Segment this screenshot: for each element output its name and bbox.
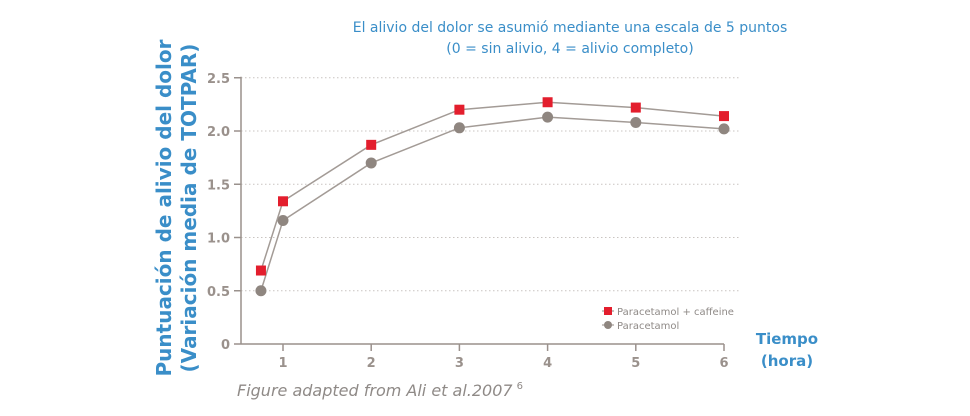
- legend-square-icon: [604, 307, 612, 315]
- axes: 0 0.5 1.0 1.5 2.0 2.5 1 2 3 4 5 6: [207, 72, 729, 371]
- x-axis-label: Tiempo (hora): [752, 328, 822, 372]
- x-tick-label: 2: [367, 356, 376, 371]
- square-marker: [255, 265, 266, 276]
- square-marker: [542, 97, 553, 108]
- legend: Paracetamol + caffeine Paracetamol: [602, 307, 734, 332]
- circle-marker: [255, 285, 267, 297]
- square-marker: [719, 111, 729, 122]
- caption-text: Figure adapted from Ali et al.2007: [237, 381, 513, 400]
- y-tick-label: 2.5: [207, 72, 230, 87]
- square-marker: [278, 196, 288, 207]
- y-tick-label: 2.0: [207, 125, 230, 140]
- y-tick-label: 1.0: [207, 232, 230, 247]
- legend-circle-icon: [604, 321, 612, 329]
- circle-marker: [453, 122, 465, 134]
- data-series: [255, 97, 730, 297]
- figure-caption: Figure adapted from Ali et al.2007 6: [237, 381, 523, 400]
- circle-marker: [365, 157, 377, 169]
- series-line: [260, 116, 725, 291]
- square-marker: [366, 139, 377, 150]
- circle-marker: [718, 123, 730, 135]
- x-tick-label: 5: [631, 356, 640, 371]
- gridlines: [241, 77, 740, 292]
- square-marker: [454, 104, 465, 115]
- x-tick-label: 6: [719, 356, 728, 371]
- x-tick-label: 4: [543, 356, 552, 371]
- circle-marker: [542, 111, 554, 123]
- x-axis-label-line-1: Tiempo: [755, 330, 819, 348]
- circle-marker: [630, 116, 642, 128]
- chart-subtitle: El alivio del dolor se asumió mediante u…: [330, 18, 810, 60]
- x-tick-label: 3: [455, 356, 464, 371]
- subtitle-line-2: (0 = sin alivio, 4 = alivio completo): [446, 41, 694, 57]
- caption-reference: 6: [516, 381, 523, 392]
- circle-marker: [277, 214, 289, 226]
- legend-label: Paracetamol + caffeine: [617, 307, 734, 318]
- x-tick-label: 1: [278, 356, 287, 371]
- legend-label: Paracetamol: [617, 321, 679, 332]
- y-tick-label: 0.5: [207, 285, 230, 300]
- y-tick-label: 0: [221, 338, 230, 353]
- subtitle-line-1: El alivio del dolor se asumió mediante u…: [352, 20, 788, 36]
- y-tick-label: 1.5: [207, 178, 230, 193]
- series-line: [260, 101, 725, 271]
- square-marker: [630, 102, 641, 113]
- x-axis-label-line-2: (hora): [760, 352, 814, 370]
